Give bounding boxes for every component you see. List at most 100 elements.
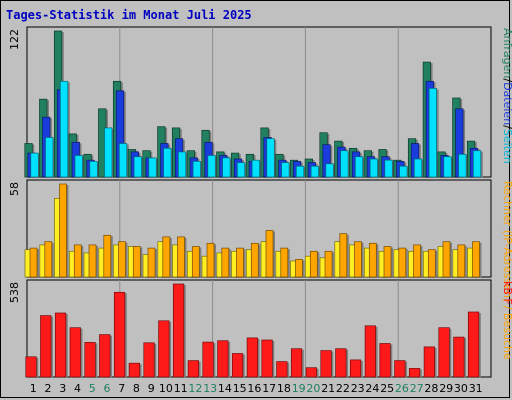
day-label: 8 [133, 382, 140, 395]
day-label: 24 [365, 382, 379, 395]
day-label: 17 [262, 382, 276, 395]
pages-bar [384, 159, 393, 178]
kbytes-bar [290, 348, 303, 378]
visits-bar [398, 247, 407, 278]
day-label: 12 [188, 382, 202, 395]
visits-bar [354, 241, 362, 278]
visits-bar [221, 247, 230, 278]
kbytes-bar [187, 360, 199, 378]
kbytes-bar [69, 327, 81, 378]
kbytes-bar [276, 361, 288, 378]
day-label: 31 [469, 382, 483, 395]
day-label: 7 [118, 382, 125, 395]
kbytes-bar [379, 343, 391, 378]
kbytes-bar [246, 337, 258, 378]
middle-series-label: Rechner (IP-Adressen) / Besuche [501, 181, 512, 360]
kbytes-bar [408, 368, 421, 378]
pages-bar [222, 157, 231, 178]
visits-bar [118, 241, 126, 278]
visits-bar [265, 230, 274, 278]
kbytes-bar [438, 327, 450, 378]
pages-bar [74, 155, 83, 178]
day-label: 22 [336, 382, 350, 395]
top-series-label-part: / [501, 78, 512, 82]
day-label: 11 [174, 382, 188, 395]
kbytes-bar [320, 350, 332, 378]
pages-bar [266, 138, 275, 178]
visits-bar [177, 236, 185, 278]
kbytes-bar [25, 356, 37, 378]
visits-bar [73, 244, 82, 278]
visits-bar [44, 241, 53, 278]
top-series-label: Anfragen/Dateien/Seiten [501, 28, 512, 164]
pages-bar [428, 88, 437, 178]
day-label: 19 [292, 382, 306, 395]
visits-bar [191, 246, 200, 278]
pages-bar [192, 161, 201, 178]
day-label: 23 [351, 382, 365, 395]
pages-bar [89, 161, 98, 178]
day-label: 18 [277, 382, 291, 395]
visits-bar [339, 233, 348, 278]
pages-bar [45, 137, 54, 178]
pages-bar [399, 165, 408, 178]
day-label: 16 [247, 382, 261, 395]
day-label: 5 [89, 382, 96, 395]
visits-bar [132, 246, 141, 278]
kbytes-bar [467, 311, 480, 378]
visits-bar [472, 241, 480, 278]
day-label: 3 [59, 382, 66, 395]
day-label: 25 [380, 382, 394, 395]
pages-bar [133, 156, 142, 178]
day-label: 10 [159, 382, 173, 395]
visits-bar [103, 234, 112, 278]
kbytes-bar [99, 334, 111, 378]
pages-bar [118, 143, 128, 178]
top-ymax-label: 122 [8, 29, 21, 50]
visits-bar [162, 236, 171, 278]
pages-bar [59, 80, 69, 178]
bottom-series-label-part: kB F [501, 281, 512, 305]
kbytes-bar [261, 339, 273, 378]
day-label: 29 [439, 382, 453, 395]
pages-bar [236, 162, 246, 178]
pages-bar [163, 147, 172, 178]
middle-ymax-label: 58 [8, 182, 21, 196]
visits-bar [59, 183, 67, 278]
top-series-label-part: Anfragen [501, 28, 512, 78]
kbytes-bar [349, 359, 362, 378]
day-label: 15 [233, 382, 247, 395]
day-label: 9 [148, 382, 155, 395]
visits-bar [88, 244, 97, 278]
kbytes-bar [231, 353, 244, 378]
pages-bar [281, 162, 290, 178]
kbytes-bar [202, 341, 214, 378]
kbytes-bar [158, 320, 170, 378]
day-label: 1 [30, 382, 37, 395]
pages-bar [295, 165, 305, 178]
pages-bar [443, 156, 452, 178]
pages-bar [472, 150, 482, 178]
top-series-label-part: / [501, 125, 512, 129]
pages-bar [325, 163, 334, 178]
visits-bar [295, 259, 303, 278]
kbytes-bar [84, 342, 96, 378]
day-label: 26 [395, 382, 409, 395]
kbytes-bar [172, 283, 185, 378]
pages-bar [413, 158, 423, 178]
visits-bar [147, 247, 156, 278]
visits-bar [206, 242, 215, 278]
day-label: 14 [218, 382, 232, 395]
chart-title: Tages-Statistik im Monat Juli 2025 [6, 8, 252, 22]
visits-bar [309, 250, 318, 278]
bottom-ymax-label: 538 [8, 282, 21, 303]
day-label: 28 [424, 382, 438, 395]
top-series-label-part: Dateien [501, 82, 512, 125]
pages-bar [177, 151, 187, 178]
kbytes-bar [423, 346, 435, 378]
kbytes-bar [54, 312, 67, 378]
kbytes-bar [40, 315, 52, 378]
visits-bar [457, 244, 466, 278]
kbytes-bar [113, 291, 126, 378]
visits-bar [368, 242, 377, 278]
